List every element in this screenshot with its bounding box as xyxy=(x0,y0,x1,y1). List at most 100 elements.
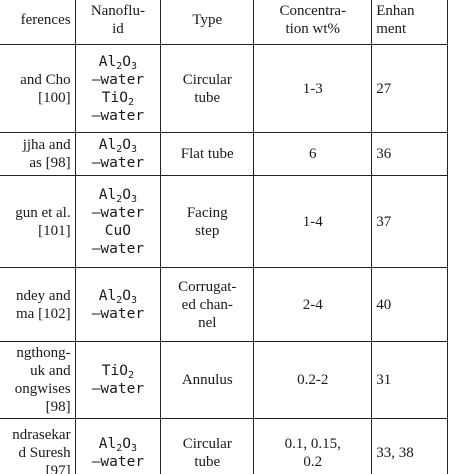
header-enhancement-line-2: ment xyxy=(376,20,407,37)
header-enhancement-line-1: Enhan xyxy=(376,2,415,19)
reference-text: uk and xyxy=(30,363,71,379)
type-text: nel xyxy=(198,314,217,331)
enhancement-text: 33, 38 xyxy=(376,444,414,461)
nanofluid-comparison-table: ferences Nanoflu- id Type Concentra- tio… xyxy=(0,0,448,474)
type-cell: Circular tube xyxy=(160,44,255,133)
concentration-text: 1-4 xyxy=(302,213,323,230)
subscript: 3 xyxy=(131,60,138,72)
subscript: 2 xyxy=(116,193,123,205)
subscript: 3 xyxy=(131,193,138,205)
type-text: tube xyxy=(194,453,221,470)
header-concentration-line-1: Concentra- xyxy=(279,2,347,19)
concentration-text: 0.2 xyxy=(303,453,323,470)
reference-text: [97] xyxy=(45,462,71,474)
reference-text: and Cho xyxy=(20,71,71,88)
header-nanofluid-line-1: Nanoflu- xyxy=(90,2,145,19)
reference-text: gun et al. xyxy=(15,204,71,221)
concentration-text: 1-3 xyxy=(302,80,323,97)
type-cell: Facing step xyxy=(160,175,255,268)
nanofluid-line: –water xyxy=(91,204,145,221)
reference-text: jjha and xyxy=(22,137,71,153)
reference-text: ndey and xyxy=(16,287,71,304)
concentration-cell: 0.2-2 xyxy=(253,341,373,419)
header-nanofluid: Nanoflu- id xyxy=(74,0,162,45)
subscript: 2 xyxy=(116,442,123,454)
type-text: Corrugat- xyxy=(178,278,237,295)
header-references: ferences xyxy=(0,0,76,45)
concentration-text: 0.1, 0.15, xyxy=(284,435,341,452)
enhancement-text: 27 xyxy=(376,80,392,97)
table-row: ndrasekar d Suresh [97] Al2O3 –water Circular… xyxy=(0,418,448,474)
nanofluid-cell: Al2O3 –water xyxy=(74,267,162,342)
table-row: ngthong-uk and ongwises [98] TiO2 –water Annu… xyxy=(0,341,448,419)
subscript: 2 xyxy=(116,294,123,306)
enhancement-text: 40 xyxy=(376,296,392,313)
nanofluid-line: –water xyxy=(91,381,145,397)
table-row: and Cho [100] Al2O3 –water TiO2 –water Circula… xyxy=(0,44,448,133)
nanofluid-line: TiO2 xyxy=(101,363,135,381)
concentration-text: 2-4 xyxy=(302,296,323,313)
header-row: ferences Nanoflu- id Type Concentra- tio… xyxy=(0,0,448,45)
subscript: 2 xyxy=(127,370,135,381)
type-cell: Annulus xyxy=(160,341,255,419)
reference-cell: jjha and as [98] xyxy=(0,132,76,176)
subscript: 2 xyxy=(116,144,123,155)
reference-cell: and Cho [100] xyxy=(0,44,76,133)
subscript: 3 xyxy=(131,144,138,155)
enhancement-cell: 37 xyxy=(371,175,448,268)
header-type-text: Type xyxy=(192,11,223,28)
enhancement-text: 37 xyxy=(376,213,392,230)
nanofluid-cell: Al2O3 –water CuO –water xyxy=(74,175,162,268)
concentration-cell: 0.1, 0.15, 0.2 xyxy=(253,418,373,474)
enhancement-text: 31 xyxy=(376,372,392,388)
enhancement-cell: 33, 38 xyxy=(371,418,448,474)
reference-cell: gun et al. [101] xyxy=(0,175,76,268)
reference-text: [98] xyxy=(45,399,71,415)
concentration-cell: 1-3 xyxy=(253,44,373,133)
nanofluid-line: –water xyxy=(91,305,145,322)
nanofluid-cell: TiO2 –water xyxy=(74,341,162,419)
type-cell: Corrugat-ed chan-nel xyxy=(160,267,255,342)
nanofluid-line: Al2O3 xyxy=(98,287,138,306)
subscript: 3 xyxy=(131,294,138,306)
nanofluid-cell: Al2O3 –water TiO2 –water xyxy=(74,44,162,133)
header-concentration: Concentra- tion wt% xyxy=(253,0,373,45)
table-row: jjha and as [98] Al2O3 –water Flat tube 6 36 xyxy=(0,132,448,176)
subscript: 2 xyxy=(116,60,123,72)
enhancement-cell: 27 xyxy=(371,44,448,133)
nanofluid-line: –water xyxy=(91,155,145,171)
table-row: ndey and ma [102] Al2O3 –water Corrugat-ed c… xyxy=(0,267,448,342)
header-concentration-line-2: tion wt% xyxy=(285,20,341,37)
nanofluid-line: –water xyxy=(91,71,145,88)
type-text: Circular xyxy=(182,435,232,452)
nanofluid-cell: Al2O3 –water xyxy=(74,418,162,474)
enhancement-cell: 31 xyxy=(371,341,448,419)
concentration-cell: 2-4 xyxy=(253,267,373,342)
nanofluid-line: Al2O3 xyxy=(98,435,138,454)
header-type: Type xyxy=(160,0,255,45)
nanofluid-line: –water xyxy=(91,240,145,257)
reference-cell: ndey and ma [102] xyxy=(0,267,76,342)
type-text: Circular xyxy=(182,71,232,88)
subscript: 2 xyxy=(127,96,135,108)
type-text: ed chan- xyxy=(181,296,233,313)
enhancement-text: 36 xyxy=(376,146,392,162)
reference-text: ma [102] xyxy=(16,305,71,322)
subscript: 3 xyxy=(131,442,138,454)
reference-text: ongwises xyxy=(14,381,71,397)
nanofluid-line: Al2O3 xyxy=(98,186,138,205)
table-row: gun et al. [101] Al2O3 –water CuO –water Facin… xyxy=(0,175,448,268)
type-text: Flat tube xyxy=(180,146,234,162)
enhancement-cell: 36 xyxy=(371,132,448,176)
nanofluid-line: –water xyxy=(91,107,145,124)
nanofluid-line: CuO xyxy=(104,222,131,239)
type-text: Annulus xyxy=(181,372,233,388)
nanofluid-line: –water xyxy=(91,453,145,470)
concentration-cell: 1-4 xyxy=(253,175,373,268)
nanofluid-cell: Al2O3 –water xyxy=(74,132,162,176)
type-text: Facing xyxy=(186,204,228,221)
nanofluid-line: TiO2 xyxy=(101,89,135,108)
reference-text: ngthong- xyxy=(16,345,71,361)
type-text: step xyxy=(195,222,220,239)
